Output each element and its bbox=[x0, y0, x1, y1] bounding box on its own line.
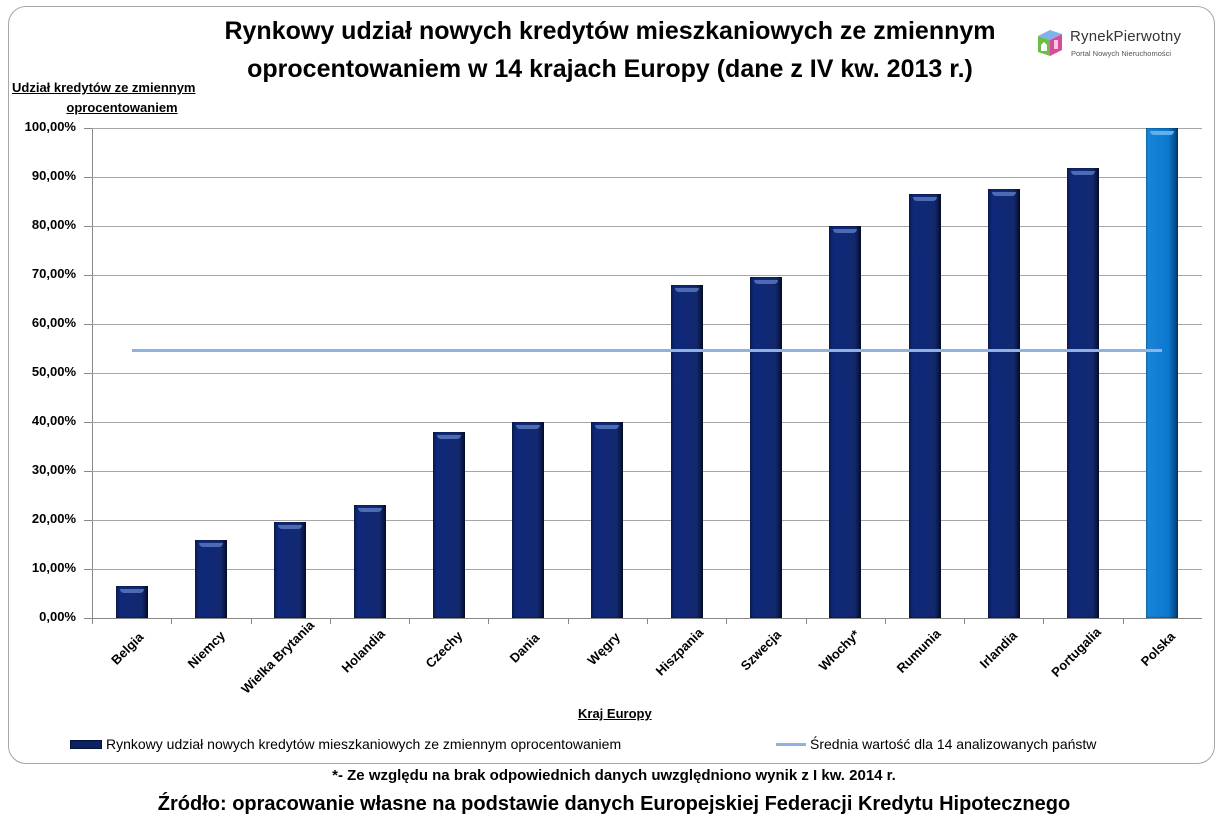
title-line-2: oprocentowaniem w 14 krajach Europy (dan… bbox=[247, 55, 973, 83]
x-tick-mark bbox=[329, 618, 331, 624]
footnote: *- Ze względu na brak odpowiednich danyc… bbox=[332, 767, 896, 784]
legend-line-swatch bbox=[776, 742, 806, 746]
bar-dania bbox=[512, 422, 545, 618]
gridline bbox=[92, 128, 1202, 129]
y-tick-mark bbox=[84, 618, 92, 619]
y-tick-label: 10,00% bbox=[31, 560, 76, 575]
gridline bbox=[92, 422, 1202, 423]
gridline bbox=[92, 226, 1202, 227]
x-tick-mark bbox=[488, 618, 490, 624]
bar-wielka-brytania bbox=[274, 522, 307, 618]
bar-rumunia bbox=[908, 194, 941, 618]
y-tick-label: 0,00% bbox=[39, 609, 76, 624]
legend-bar-label: Rynkowy udział nowych kredytów mieszkani… bbox=[106, 736, 622, 752]
y-axis-title-line-1: Udział kredytów ze zmiennym bbox=[12, 80, 196, 95]
x-tick-mark bbox=[1043, 618, 1045, 624]
x-tick-mark bbox=[171, 618, 173, 624]
logo-brand: RynekPierwotny bbox=[1070, 28, 1182, 45]
y-tick-label: 100,00% bbox=[24, 119, 76, 134]
bar-czechy bbox=[432, 432, 465, 618]
title-line-1: Rynkowy udział nowych kredytów mieszkani… bbox=[224, 17, 996, 45]
legend-item-bar: Rynkowy udział nowych kredytów mieszkani… bbox=[70, 736, 621, 752]
y-tick-mark bbox=[84, 324, 92, 325]
y-tick-label: 80,00% bbox=[31, 217, 76, 232]
y-tick-label: 30,00% bbox=[31, 462, 76, 477]
y-tick-label: 70,00% bbox=[31, 266, 76, 281]
bar-niemcy bbox=[194, 540, 227, 618]
x-tick-mark bbox=[409, 618, 411, 624]
x-tick-mark bbox=[884, 618, 886, 624]
y-tick-label: 60,00% bbox=[31, 315, 76, 330]
chart-title: Rynkowy udział nowych kredytów mieszkani… bbox=[160, 12, 1060, 88]
gridline bbox=[92, 520, 1202, 521]
y-axis-line bbox=[92, 128, 93, 624]
bar-irlandia bbox=[987, 188, 1020, 618]
y-tick-mark bbox=[84, 373, 92, 374]
legend-item-line: Średnia wartość dla 14 analizowanych pań… bbox=[776, 736, 1096, 752]
y-tick-label: 40,00% bbox=[31, 413, 76, 428]
x-axis-title: Kraj Europy bbox=[578, 706, 652, 721]
x-tick-mark bbox=[805, 618, 807, 624]
y-tick-mark bbox=[84, 471, 92, 472]
y-tick-mark bbox=[84, 422, 92, 423]
y-tick-label: 90,00% bbox=[31, 168, 76, 183]
y-tick-mark bbox=[84, 569, 92, 570]
gridline bbox=[92, 275, 1202, 276]
bar-szwecja bbox=[749, 277, 782, 618]
bar-portugalia bbox=[1067, 168, 1100, 618]
average-line bbox=[131, 348, 1163, 352]
bar-belgia bbox=[115, 585, 148, 618]
y-tick-label: 20,00% bbox=[31, 511, 76, 526]
source-text: Źródło: opracowanie własne na podstawie … bbox=[157, 793, 1071, 815]
y-tick-mark bbox=[84, 128, 92, 129]
gridline bbox=[92, 569, 1202, 570]
bar-włochy- bbox=[829, 226, 862, 618]
house-cube-icon bbox=[1038, 30, 1062, 56]
y-tick-label: 50,00% bbox=[31, 364, 76, 379]
y-axis-title-line-2: oprocentowaniem bbox=[66, 100, 178, 115]
x-tick-mark bbox=[250, 618, 252, 624]
gridline bbox=[92, 471, 1202, 472]
x-tick-mark bbox=[647, 618, 648, 624]
y-axis-title: Udział kredytów ze zmiennym oprocentowan… bbox=[12, 78, 232, 118]
x-tick-mark bbox=[964, 618, 966, 624]
legend-bar-swatch bbox=[70, 739, 102, 749]
gridline bbox=[92, 177, 1202, 178]
gridline bbox=[92, 373, 1202, 374]
x-tick-mark bbox=[567, 618, 569, 624]
y-tick-mark bbox=[84, 520, 92, 521]
bar-węgry bbox=[591, 422, 624, 618]
y-tick-mark bbox=[84, 275, 92, 276]
x-tick-mark bbox=[92, 618, 93, 624]
y-tick-mark bbox=[84, 226, 92, 227]
x-tick-mark bbox=[1122, 618, 1124, 624]
logo-tagline: Portal Nowych Nieruchomości bbox=[1071, 49, 1172, 58]
plot-area bbox=[92, 128, 1202, 618]
logo: RynekPierwotny Portal Nowych Nieruchomoś… bbox=[1034, 26, 1214, 66]
gridline bbox=[92, 324, 1202, 325]
x-tick-mark bbox=[726, 618, 728, 624]
legend-line-label: Średnia wartość dla 14 analizowanych pań… bbox=[810, 736, 1097, 752]
y-tick-mark bbox=[84, 177, 92, 178]
bar-polska bbox=[1146, 128, 1179, 618]
bar-hiszpania bbox=[670, 284, 703, 618]
bar-holandia bbox=[353, 505, 386, 618]
